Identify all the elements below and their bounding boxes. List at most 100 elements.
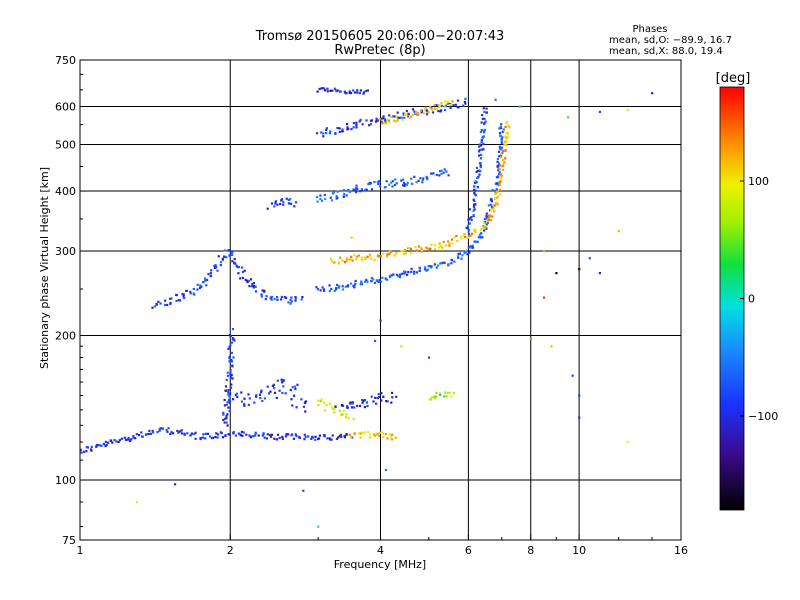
data-point [503,130,506,133]
data-point [368,436,371,439]
data-point [480,153,483,156]
data-point [384,120,387,123]
data-point [217,255,220,258]
data-point [364,89,367,93]
data-point [85,446,88,449]
data-point [234,262,237,265]
data-point [498,183,501,186]
data-point [448,104,452,107]
data-point [329,196,332,199]
data-point [442,171,445,174]
data-point [312,436,315,439]
data-point [280,298,283,301]
data-point [472,198,475,201]
data-point [337,436,340,439]
stats-line-o: mean, sd,O: −89.9, 16.7 [609,35,732,46]
data-point [496,195,499,198]
data-point [353,284,356,287]
data-point [303,433,306,436]
data-point [177,431,180,434]
data-point [386,437,389,440]
data-point [336,190,339,193]
data-point [383,118,387,121]
data-point [421,181,424,184]
data-point [333,191,336,194]
data-point [403,270,406,273]
data-point [284,435,288,438]
data-point [154,305,157,308]
data-point [353,432,356,435]
data-point [376,279,379,282]
data-point [303,438,306,441]
data-point [448,244,451,247]
axis-ticks: 1 2 4 6 8 10 16 75 100 200 300 400 500 600 750 [55,54,688,557]
data-point [495,188,498,191]
data-point [140,431,143,434]
data-point [446,240,450,243]
data-point [216,436,219,439]
data-point [280,198,284,201]
data-point [328,290,331,293]
data-point [279,202,282,206]
data-point [247,393,250,396]
data-point [499,164,502,167]
data-point [439,110,442,113]
data-point [364,188,367,191]
data-point [354,282,357,285]
data-point [322,135,325,138]
data-point [427,356,431,359]
data-point [479,130,482,134]
data-point [478,149,481,152]
data-point [422,111,425,114]
data-point [233,257,236,261]
data-point [503,158,507,161]
data-point [478,145,481,148]
data-point [352,188,355,191]
data-point [502,162,505,165]
data-point [408,115,411,118]
data-point [224,434,227,437]
data-point [470,216,473,219]
data-point [501,146,504,149]
data-point [382,433,385,436]
data-point [339,414,343,417]
data-point [360,282,363,285]
data-point [386,118,389,121]
data-point [406,273,409,276]
data-point [354,188,357,191]
data-point [336,196,339,199]
data-point [135,433,138,436]
data-point [480,148,483,151]
data-point [180,429,183,432]
data-point [378,278,381,282]
data-point [373,281,376,284]
data-point [374,396,377,399]
data-point [335,195,338,198]
data-point [127,438,130,441]
data-point [480,129,483,132]
data-point [437,246,441,249]
data-point [362,92,365,95]
data-point [328,132,331,135]
data-point [462,104,465,107]
data-point [388,252,391,255]
data-point [401,119,404,122]
data-point [369,433,372,436]
data-point [461,254,464,257]
data-point [474,230,477,233]
data-point [159,302,162,305]
data-point [264,298,267,301]
data-point [402,181,406,184]
data-point [317,525,320,528]
data-point [355,187,358,190]
data-point [384,468,388,472]
data-point [326,437,329,440]
data-point [498,127,501,130]
data-point [334,132,337,135]
data-point [182,295,185,298]
data-point [502,128,505,131]
data-point [249,436,252,439]
data-point [435,266,438,269]
y-tick-label: 750 [55,54,76,67]
data-point [363,431,366,434]
